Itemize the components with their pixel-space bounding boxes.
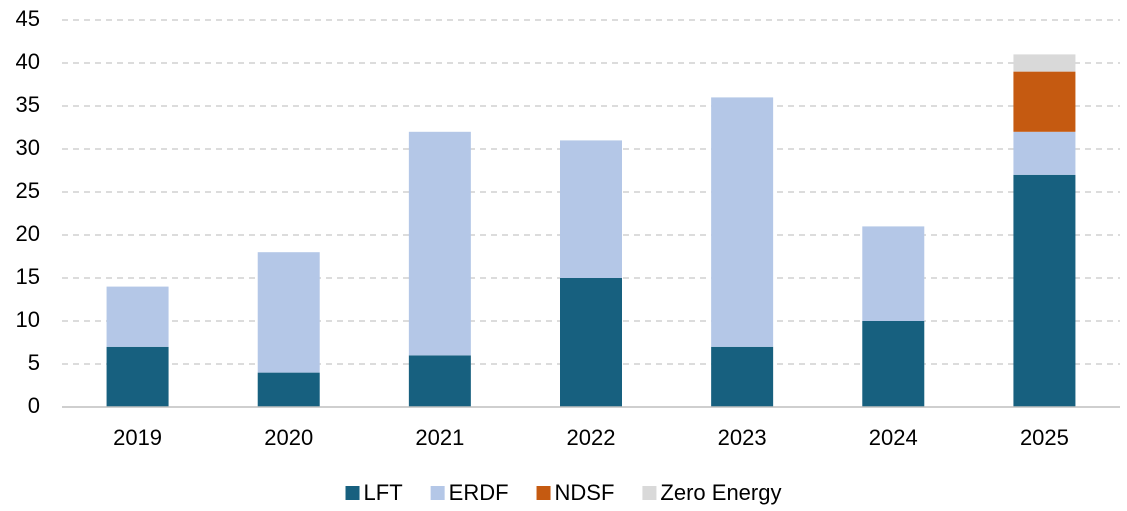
x-tick-label: 2022 bbox=[567, 425, 616, 450]
bar-segment bbox=[1013, 54, 1076, 72]
bar-segment bbox=[711, 97, 774, 347]
legend-label: NDSF bbox=[555, 480, 615, 505]
bar-segment bbox=[1013, 71, 1076, 132]
legend-swatch bbox=[642, 486, 657, 500]
x-tick-label: 2025 bbox=[1020, 425, 1069, 450]
x-tick-label: 2020 bbox=[264, 425, 313, 450]
bar-segment bbox=[1013, 174, 1076, 407]
y-tick-label: 15 bbox=[16, 264, 40, 289]
legend-swatch bbox=[345, 486, 360, 500]
y-tick-label: 5 bbox=[28, 350, 40, 375]
bar-segment bbox=[862, 226, 925, 321]
y-tick-label: 10 bbox=[16, 307, 40, 332]
y-tick-label: 45 bbox=[16, 6, 40, 31]
y-tick-label: 30 bbox=[16, 135, 40, 160]
legend-swatch bbox=[430, 486, 445, 500]
bar-segment bbox=[560, 278, 622, 407]
x-tick-label: 2019 bbox=[113, 425, 162, 450]
x-tick-label: 2021 bbox=[415, 425, 464, 450]
y-tick-label: 35 bbox=[16, 92, 40, 117]
bar-segment bbox=[862, 321, 925, 407]
bar-segment bbox=[1013, 131, 1076, 175]
y-tick-label: 25 bbox=[16, 178, 40, 203]
bar-segment bbox=[408, 131, 471, 356]
x-tick-label: 2024 bbox=[869, 425, 918, 450]
x-tick-label: 2023 bbox=[718, 425, 767, 450]
legend-swatch bbox=[536, 486, 551, 500]
bar-segment bbox=[106, 286, 169, 347]
legend-label: Zero Energy bbox=[660, 480, 781, 505]
bar-segment bbox=[257, 372, 320, 407]
y-tick-label: 0 bbox=[28, 393, 40, 418]
bar-segment bbox=[257, 252, 320, 373]
legend-label: ERDF bbox=[449, 480, 509, 505]
legend-label: LFT bbox=[364, 480, 403, 505]
bar-segment bbox=[106, 346, 169, 407]
bar-segment bbox=[711, 346, 774, 407]
y-tick-label: 20 bbox=[16, 221, 40, 246]
bar-segment bbox=[560, 140, 622, 278]
bar-segment bbox=[408, 355, 471, 407]
y-tick-label: 40 bbox=[16, 49, 40, 74]
